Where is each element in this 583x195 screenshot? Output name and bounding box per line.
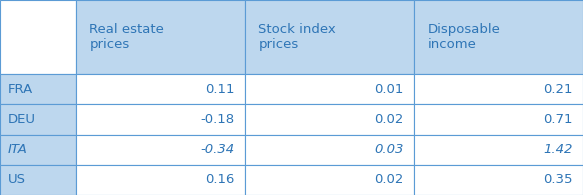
- Text: ITA: ITA: [8, 143, 27, 156]
- Bar: [76, 0, 245, 74]
- Bar: [0, 74, 76, 104]
- Text: 0.71: 0.71: [543, 113, 573, 126]
- Text: Stock index
prices: Stock index prices: [258, 23, 336, 51]
- Bar: [0, 135, 76, 165]
- Text: 0.02: 0.02: [374, 113, 404, 126]
- Text: 0.03: 0.03: [374, 143, 404, 156]
- Bar: [76, 135, 245, 165]
- Text: 0.21: 0.21: [543, 83, 573, 96]
- Bar: [245, 104, 414, 135]
- Text: FRA: FRA: [8, 83, 33, 96]
- Bar: [0, 165, 76, 195]
- Bar: [76, 165, 245, 195]
- Text: 0.11: 0.11: [205, 83, 235, 96]
- Bar: [0, 0, 76, 74]
- Text: 0.01: 0.01: [374, 83, 404, 96]
- Bar: [414, 135, 583, 165]
- Text: 0.16: 0.16: [205, 173, 235, 186]
- Text: DEU: DEU: [8, 113, 36, 126]
- Bar: [245, 165, 414, 195]
- Text: 0.02: 0.02: [374, 173, 404, 186]
- Text: US: US: [8, 173, 26, 186]
- Bar: [414, 165, 583, 195]
- Bar: [245, 135, 414, 165]
- Text: Real estate
prices: Real estate prices: [89, 23, 164, 51]
- Text: Disposable
income: Disposable income: [427, 23, 500, 51]
- Bar: [245, 0, 414, 74]
- Text: 1.42: 1.42: [543, 143, 573, 156]
- Bar: [0, 104, 76, 135]
- Bar: [76, 104, 245, 135]
- Bar: [414, 74, 583, 104]
- Bar: [245, 74, 414, 104]
- Bar: [76, 74, 245, 104]
- Text: 0.35: 0.35: [543, 173, 573, 186]
- Bar: [414, 104, 583, 135]
- Bar: [414, 0, 583, 74]
- Text: -0.34: -0.34: [201, 143, 235, 156]
- Text: -0.18: -0.18: [201, 113, 235, 126]
